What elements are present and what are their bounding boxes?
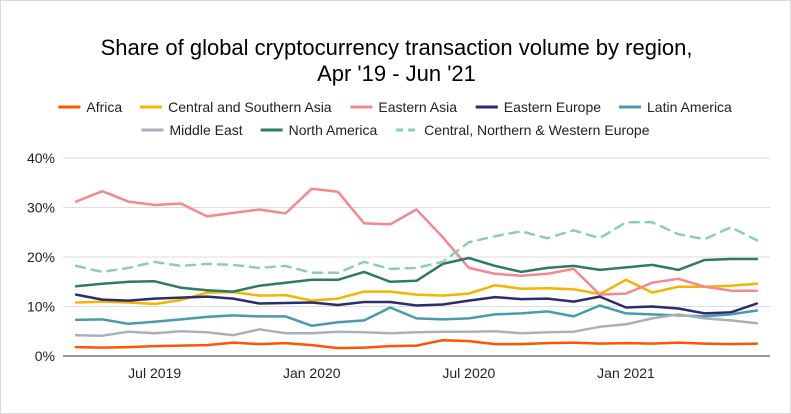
legend-label-africa: Africa — [86, 99, 122, 115]
series-line-eastern-asia — [74, 187, 759, 296]
y-tick-label-4: 40% — [27, 150, 55, 166]
series-line-latin-america — [74, 304, 759, 328]
legend-label-latin-america: Latin America — [647, 99, 732, 115]
legend-label-central-northern-western-europe: Central, Northern & Western Europe — [424, 122, 650, 138]
x-tick-label-3: Jan 2021 — [597, 365, 655, 381]
series-line-africa — [74, 338, 759, 350]
y-tick-label-1: 10% — [27, 299, 55, 315]
y-tick-label-2: 20% — [27, 249, 55, 265]
x-tick-label-2: Jul 2020 — [442, 365, 495, 381]
legend-label-central-and-southern-asia: Central and Southern Asia — [168, 99, 332, 115]
chart-title-line-1: Share of global cryptocurrency transacti… — [100, 35, 693, 60]
legend-label-north-america: North America — [289, 122, 378, 138]
series-line-middle-east — [74, 313, 759, 337]
series-line-central-northern-western-europe — [74, 221, 759, 275]
y-tick-label-3: 30% — [27, 200, 55, 216]
x-tick-label-0: Jul 2019 — [128, 365, 181, 381]
y-tick-label-0: 0% — [35, 348, 55, 364]
series-line-eastern-europe — [74, 293, 759, 315]
legend-label-eastern-europe: Eastern Europe — [504, 99, 601, 115]
legend-label-eastern-asia: Eastern Asia — [378, 99, 457, 115]
series-line-north-america — [74, 256, 759, 293]
x-tick-label-1: Jan 2020 — [283, 365, 341, 381]
chart-title-line-2: Apr '19 - Jun '21 — [317, 61, 476, 86]
legend-label-middle-east: Middle East — [169, 122, 242, 138]
